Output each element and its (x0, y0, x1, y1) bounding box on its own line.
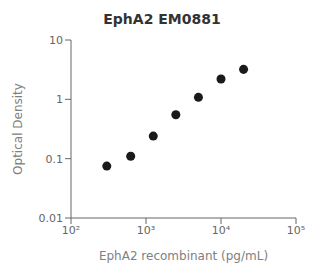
html-text:EphA2 EM0881: EphA2 EM0881 (103, 11, 221, 27)
svg-text:10⁴: 10⁴ (212, 224, 231, 237)
svg-text:0.1: 0.1 (46, 153, 64, 166)
svg-text:10: 10 (49, 34, 63, 47)
svg-text:10³: 10³ (137, 224, 155, 237)
svg-text:1: 1 (56, 93, 63, 106)
svg-text:10⁵: 10⁵ (287, 224, 305, 237)
svg-text:Optical Density: Optical Density (11, 83, 25, 175)
svg-text:10²: 10² (62, 224, 80, 237)
svg-text:0.01: 0.01 (39, 212, 64, 225)
svg-text:EphA2 recombinant (pg/mL): EphA2 recombinant (pg/mL) (99, 249, 268, 263)
